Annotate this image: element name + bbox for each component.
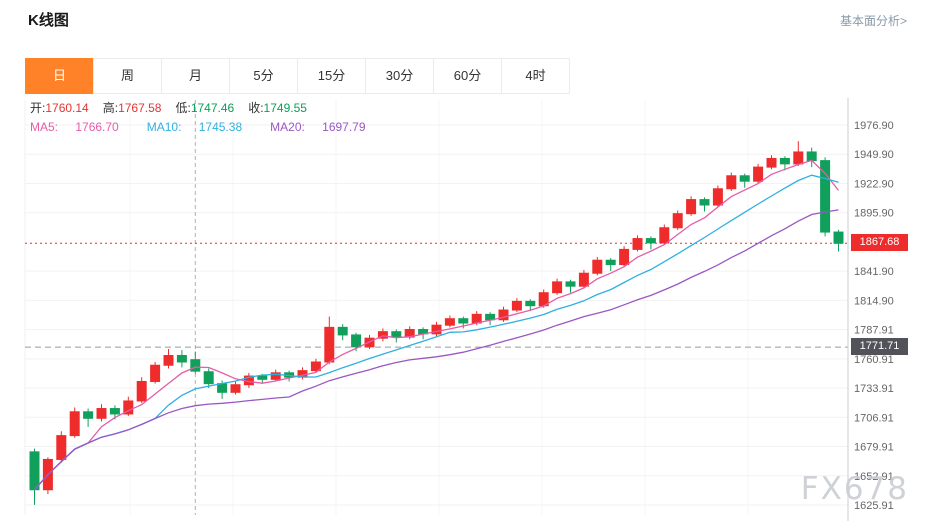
tab-4hour[interactable]: 4时 — [501, 58, 570, 94]
tab-day[interactable]: 日 — [25, 58, 94, 94]
tab-week[interactable]: 周 — [93, 58, 162, 94]
tab-60min[interactable]: 60分 — [433, 58, 502, 94]
fundamental-analysis-link[interactable]: 基本面分析> — [839, 14, 907, 28]
interval-tabs: 日 周 月 5分 15分 30分 60分 4时 — [25, 58, 570, 94]
svg-text:1679.91: 1679.91 — [854, 442, 894, 454]
svg-text:1976.90: 1976.90 — [854, 120, 894, 132]
tab-15min[interactable]: 15分 — [297, 58, 366, 94]
svg-text:1706.91: 1706.91 — [854, 412, 894, 424]
svg-text:1841.90: 1841.90 — [854, 266, 894, 278]
chart-area: 1976.90 1949.90 1922.90 1895.90 1841.90 1814.… — [0, 94, 925, 521]
tab-month[interactable]: 月 — [161, 58, 230, 94]
svg-text:1922.90: 1922.90 — [854, 178, 894, 190]
svg-text:1895.90: 1895.90 — [854, 208, 894, 220]
tab-30min[interactable]: 30分 — [365, 58, 434, 94]
candlestick-chart[interactable]: 1976.90 1949.90 1922.90 1895.90 1841.90 1814.… — [0, 94, 925, 521]
last-price-badge: 1867.68 — [851, 234, 908, 252]
ref-price-badge: 1771.71 — [851, 338, 908, 356]
tab-5min[interactable]: 5分 — [229, 58, 298, 94]
svg-text:1814.90: 1814.90 — [854, 295, 894, 307]
svg-text:1760.91: 1760.91 — [854, 354, 894, 366]
svg-text:1625.91: 1625.91 — [854, 500, 894, 512]
svg-text:1787.91: 1787.91 — [854, 325, 894, 337]
page-title: K线图 — [28, 12, 69, 29]
svg-text:1733.91: 1733.91 — [854, 383, 894, 395]
svg-text:1652.91: 1652.91 — [854, 471, 894, 483]
svg-text:1949.90: 1949.90 — [854, 149, 894, 161]
